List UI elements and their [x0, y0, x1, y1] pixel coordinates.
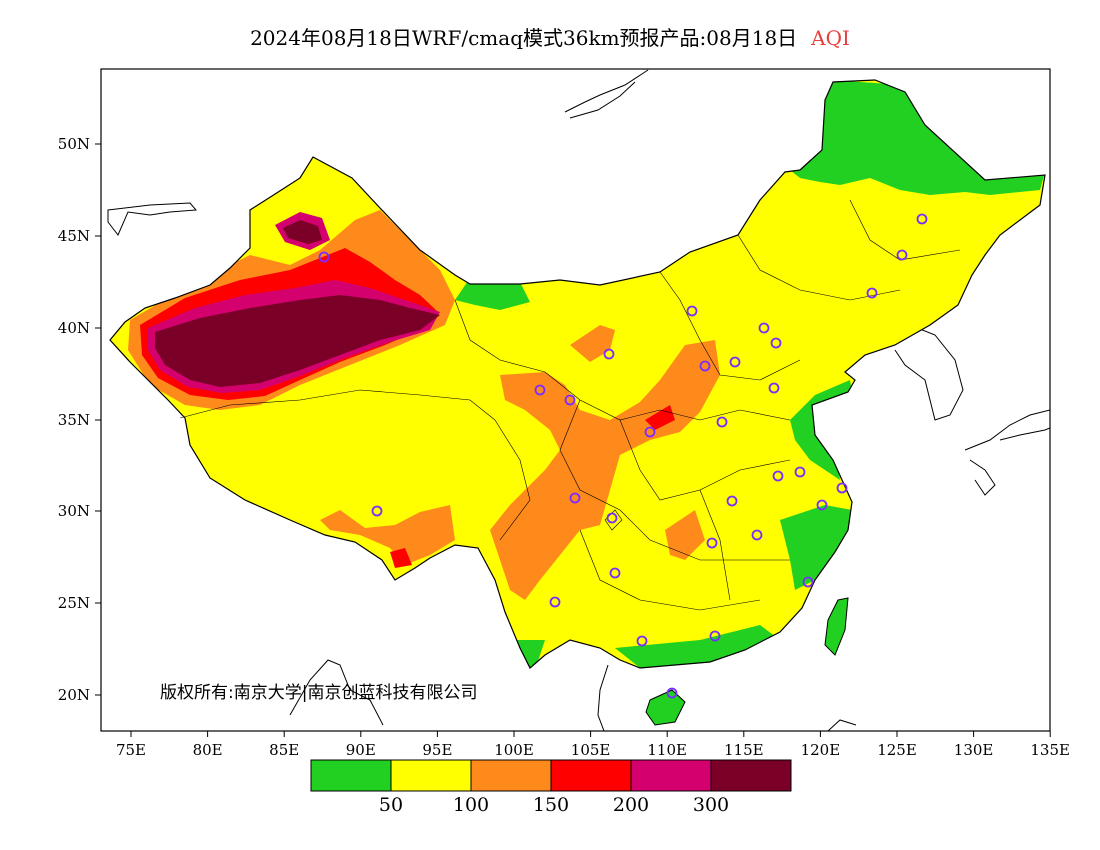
coastline-se	[827, 719, 857, 731]
lon-tick-label: 100E	[494, 741, 534, 759]
aqi-good-guangxi	[615, 625, 780, 668]
map-title: 2024年08月18日WRF/cmaq模式36km预报产品:08月18日 AQI	[0, 22, 1100, 51]
station-marker	[606, 512, 618, 524]
aqi-sensitive-center	[490, 340, 720, 600]
station-marker	[772, 470, 784, 482]
station-marker	[666, 687, 678, 699]
coastline-japan	[964, 409, 1050, 451]
lon-tick-label: 95E	[422, 741, 452, 759]
station-marker	[549, 596, 561, 608]
aqi-hazardous-north	[283, 220, 322, 244]
longitude-axis: 75E 80E 85E 90E 95E 100E 105E 110E 115E 120E 125E 1…	[116, 731, 1070, 759]
station-marker	[726, 495, 738, 507]
station-marker	[802, 576, 814, 588]
aqi-field	[110, 80, 1045, 668]
station-marker	[564, 394, 576, 406]
station-marker	[699, 360, 711, 372]
aqi-good-south	[505, 640, 545, 668]
coastline-vietnam	[597, 664, 609, 731]
aqi-unhealthy-tibet	[390, 548, 412, 568]
station-marker	[770, 337, 782, 349]
lon-tick-label: 80E	[193, 741, 223, 759]
lon-tick-label: 90E	[346, 741, 376, 759]
lon-tick-label: 105E	[571, 741, 611, 759]
station-marker	[758, 322, 770, 334]
station-marker	[371, 505, 383, 517]
aqi-good-northeast	[790, 80, 1045, 195]
aqi-hazardous-west	[155, 295, 440, 387]
lat-tick-label: 35N	[58, 411, 90, 429]
coastline-bay	[289, 659, 384, 726]
coastline-japan-2	[969, 459, 996, 496]
lat-tick-label: 40N	[58, 319, 90, 337]
station-marker	[768, 382, 780, 394]
station-marker	[644, 426, 656, 438]
coastline-north-2	[569, 81, 636, 119]
coastline-japan-3	[999, 427, 1050, 441]
province-borders	[179, 199, 961, 611]
lon-tick-label: 125E	[877, 741, 917, 759]
station-markers	[318, 213, 928, 699]
station-marker	[716, 416, 728, 428]
legend-swatch	[710, 759, 792, 792]
lon-tick-label: 110E	[647, 741, 687, 759]
legend-label: 100	[453, 794, 489, 816]
station-marker	[816, 499, 828, 511]
station-marker	[534, 384, 546, 396]
lon-tick-label: 120E	[801, 741, 841, 759]
station-marker	[729, 356, 741, 368]
aqi-good-southeast	[780, 505, 852, 590]
plot-frame	[100, 68, 1051, 732]
lon-tick-label: 85E	[269, 741, 299, 759]
station-marker	[569, 492, 581, 504]
station-marker	[916, 213, 928, 225]
legend-label: 50	[379, 794, 403, 816]
station-marker	[794, 466, 806, 478]
aqi-unhealthy-center	[645, 405, 675, 430]
lat-tick-label: 50N	[58, 135, 90, 153]
latitude-axis: 50N 45N 40N 35N 30N 25N 20N	[58, 135, 101, 704]
station-marker	[896, 249, 908, 261]
legend-swatch	[470, 759, 552, 792]
legend-label: 300	[693, 794, 729, 816]
coastline-korea	[881, 324, 964, 421]
station-marker	[751, 529, 763, 541]
aqi-sensitive-tibet	[320, 505, 455, 565]
station-marker	[706, 537, 718, 549]
legend-swatch	[390, 759, 472, 792]
station-marker	[609, 567, 621, 579]
coastline-north	[564, 69, 649, 113]
legend-swatch	[630, 759, 712, 792]
station-marker	[636, 635, 648, 647]
hainan-island	[645, 689, 686, 726]
lat-tick-label: 45N	[58, 227, 90, 245]
legend-label: 150	[533, 794, 569, 816]
lat-tick-label: 25N	[58, 594, 90, 612]
station-marker	[866, 287, 878, 299]
lat-tick-label: 30N	[58, 502, 90, 520]
station-marker	[686, 305, 698, 317]
title-text: 2024年08月18日WRF/cmaq模式36km预报产品:08月18日	[250, 26, 798, 50]
taiwan-island	[824, 597, 849, 656]
aqi-legend: 50 100 150 200 300	[310, 759, 792, 816]
copyright-text: 版权所有:南京大学|南京创蓝科技有限公司	[160, 683, 477, 703]
lon-tick-label: 75E	[116, 741, 146, 759]
station-marker	[836, 482, 848, 494]
legend-swatch	[310, 759, 392, 792]
lon-tick-label: 115E	[724, 741, 764, 759]
lon-tick-label: 135E	[1030, 741, 1070, 759]
china-border	[109, 79, 1046, 669]
station-marker	[709, 630, 721, 642]
legend-swatch	[550, 759, 632, 792]
lon-tick-label: 130E	[954, 741, 994, 759]
station-marker	[603, 348, 615, 360]
coastline-kazakh	[107, 202, 198, 236]
aqi-sensitive-southcentral	[665, 510, 705, 560]
station-marker	[318, 251, 330, 263]
lat-tick-label: 20N	[58, 686, 90, 704]
aqi-good-northwest	[455, 278, 530, 310]
legend-label: 200	[613, 794, 649, 816]
variable-label: AQI	[811, 26, 850, 50]
